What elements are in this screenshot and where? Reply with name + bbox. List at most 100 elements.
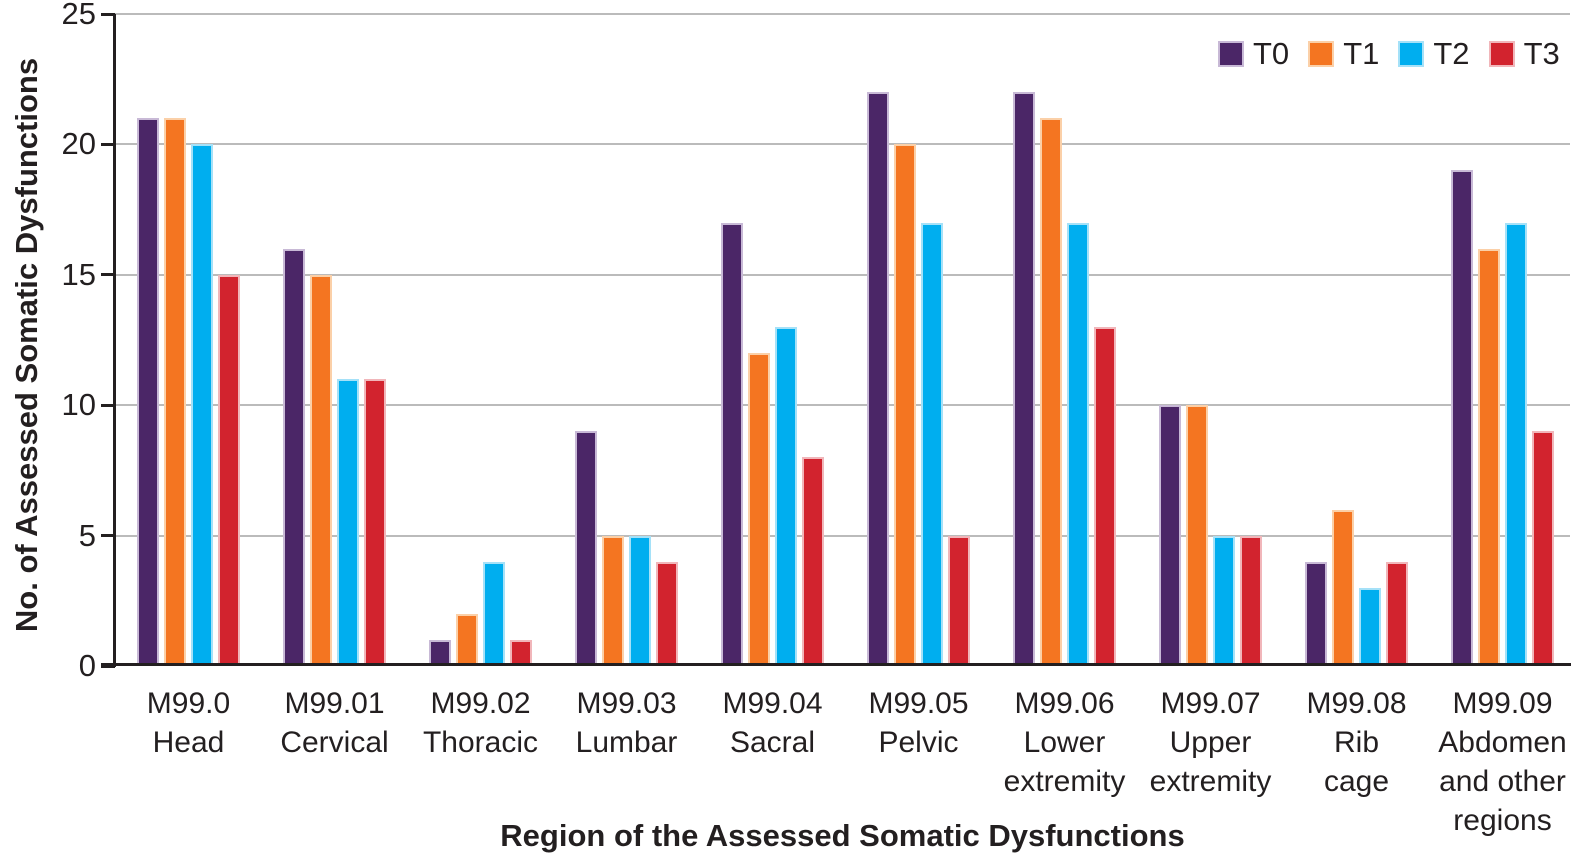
category-name-line: Upper [1169, 726, 1252, 759]
bar-t0-3 [575, 431, 597, 666]
bar-t1-5 [894, 144, 916, 666]
bar-t2-0 [191, 144, 213, 666]
y-tick [101, 664, 115, 668]
bar-t3-1 [364, 379, 386, 666]
legend-label: T0 [1253, 36, 1290, 71]
y-tick-label: 25 [61, 0, 96, 31]
y-tick-label: 20 [61, 126, 96, 162]
y-tick-label: 10 [61, 387, 96, 423]
category-label-m99-03: M99.03 Lumbar [547, 684, 707, 762]
y-tick-label: 15 [61, 256, 96, 292]
y-tick [101, 12, 115, 16]
bar-t1-8 [1332, 510, 1354, 666]
legend-label: T3 [1523, 36, 1560, 71]
category-name-line: Pelvic [878, 726, 959, 759]
category-code: M99.07 [1160, 687, 1261, 720]
gridline [115, 273, 1570, 276]
plot-area [115, 13, 1570, 666]
legend-swatch-t1 [1308, 41, 1335, 67]
category-name-line: Cervical [280, 726, 389, 759]
x-axis-title: Region of the Assessed Somatic Dysfuncti… [500, 818, 1185, 853]
y-tick-label: 5 [78, 517, 96, 553]
bar-t1-9 [1478, 249, 1500, 666]
legend-item-t2: T2 [1398, 36, 1470, 72]
bar-t3-0 [218, 275, 240, 666]
category-name-line: and other [1439, 765, 1566, 798]
category-label-m99-04: M99.04 Sacral [693, 684, 853, 762]
legend-label: T1 [1343, 36, 1380, 71]
bar-t0-8 [1305, 562, 1327, 666]
bar-t1-4 [748, 353, 770, 666]
bar-t2-3 [629, 536, 651, 666]
bar-t0-2 [429, 640, 451, 666]
bar-t3-8 [1386, 562, 1408, 666]
bar-t0-5 [867, 92, 889, 666]
bar-t0-6 [1013, 92, 1035, 666]
bar-t3-4 [802, 457, 824, 666]
legend-swatch-t3 [1488, 41, 1515, 67]
category-label-m99-02: M99.02 Thoracic [401, 684, 561, 762]
category-name-line: extremity [1003, 765, 1126, 798]
gridline [115, 404, 1570, 407]
bar-t1-0 [164, 118, 186, 666]
category-name-line: Abdomen [1438, 726, 1567, 759]
legend: T0 T1 T2 T3 [1218, 36, 1560, 72]
bar-t1-7 [1186, 405, 1208, 666]
bar-t0-9 [1451, 170, 1473, 666]
y-tick-label: 0 [78, 648, 96, 683]
bar-t2-7 [1213, 536, 1235, 666]
category-label-m99-06: M99.06 Lower extremity [985, 684, 1145, 801]
category-name-line: Thoracic [422, 726, 539, 759]
bar-t2-9 [1505, 223, 1527, 666]
x-axis-line [101, 663, 1571, 666]
category-label-m99-0: M99.0 Head [109, 684, 269, 762]
category-name-line: Sacral [729, 726, 816, 759]
bar-t1-2 [456, 614, 478, 666]
category-code: M99.0 [146, 687, 231, 720]
category-label-m99-07: M99.07 Upper extremity [1131, 684, 1291, 801]
bar-t2-4 [775, 327, 797, 666]
bar-t1-6 [1040, 118, 1062, 666]
bar-t0-7 [1159, 405, 1181, 666]
category-code: M99.08 [1306, 687, 1407, 720]
category-name-line: Rib [1333, 726, 1379, 759]
bar-t3-7 [1240, 536, 1262, 666]
bar-t0-1 [283, 249, 305, 666]
bar-t3-9 [1532, 431, 1554, 666]
legend-label: T2 [1433, 36, 1470, 71]
category-code: M99.05 [868, 687, 969, 720]
category-name-line: extremity [1149, 765, 1272, 798]
bar-t0-0 [137, 118, 159, 666]
category-name-line: cage [1323, 765, 1390, 798]
legend-item-t3: T3 [1488, 36, 1560, 72]
legend-item-t1: T1 [1308, 36, 1379, 72]
gridline [115, 143, 1570, 146]
bar-t1-3 [602, 536, 624, 666]
y-axis-line [113, 14, 116, 667]
legend-item-t0: T0 [1218, 36, 1289, 72]
category-label-m99-09: M99.09 Abdomen and other regions [1423, 684, 1576, 840]
category-label-m99-01: M99.01 Cervical [255, 684, 415, 762]
category-code: M99.04 [722, 687, 823, 720]
y-tick [101, 403, 115, 407]
category-name-line: Lower [1023, 726, 1106, 759]
y-tick [101, 273, 115, 277]
bar-t2-6 [1067, 223, 1089, 666]
y-tick [101, 142, 115, 146]
bar-t3-6 [1094, 327, 1116, 666]
category-name-line: Lumbar [575, 726, 678, 759]
bar-t2-8 [1359, 588, 1381, 666]
category-name-line: regions [1453, 804, 1552, 837]
bar-t2-2 [483, 562, 505, 666]
bar-t2-1 [337, 379, 359, 666]
category-code: M99.01 [284, 687, 385, 720]
gridline [115, 13, 1570, 15]
category-code: M99.09 [1452, 687, 1553, 720]
bar-t3-5 [948, 536, 970, 666]
y-tick [101, 534, 115, 538]
bar-t1-1 [310, 275, 332, 666]
bar-t3-3 [656, 562, 678, 666]
bar-t2-5 [921, 223, 943, 666]
category-label-m99-08: M99.08 Rib cage [1277, 684, 1437, 801]
